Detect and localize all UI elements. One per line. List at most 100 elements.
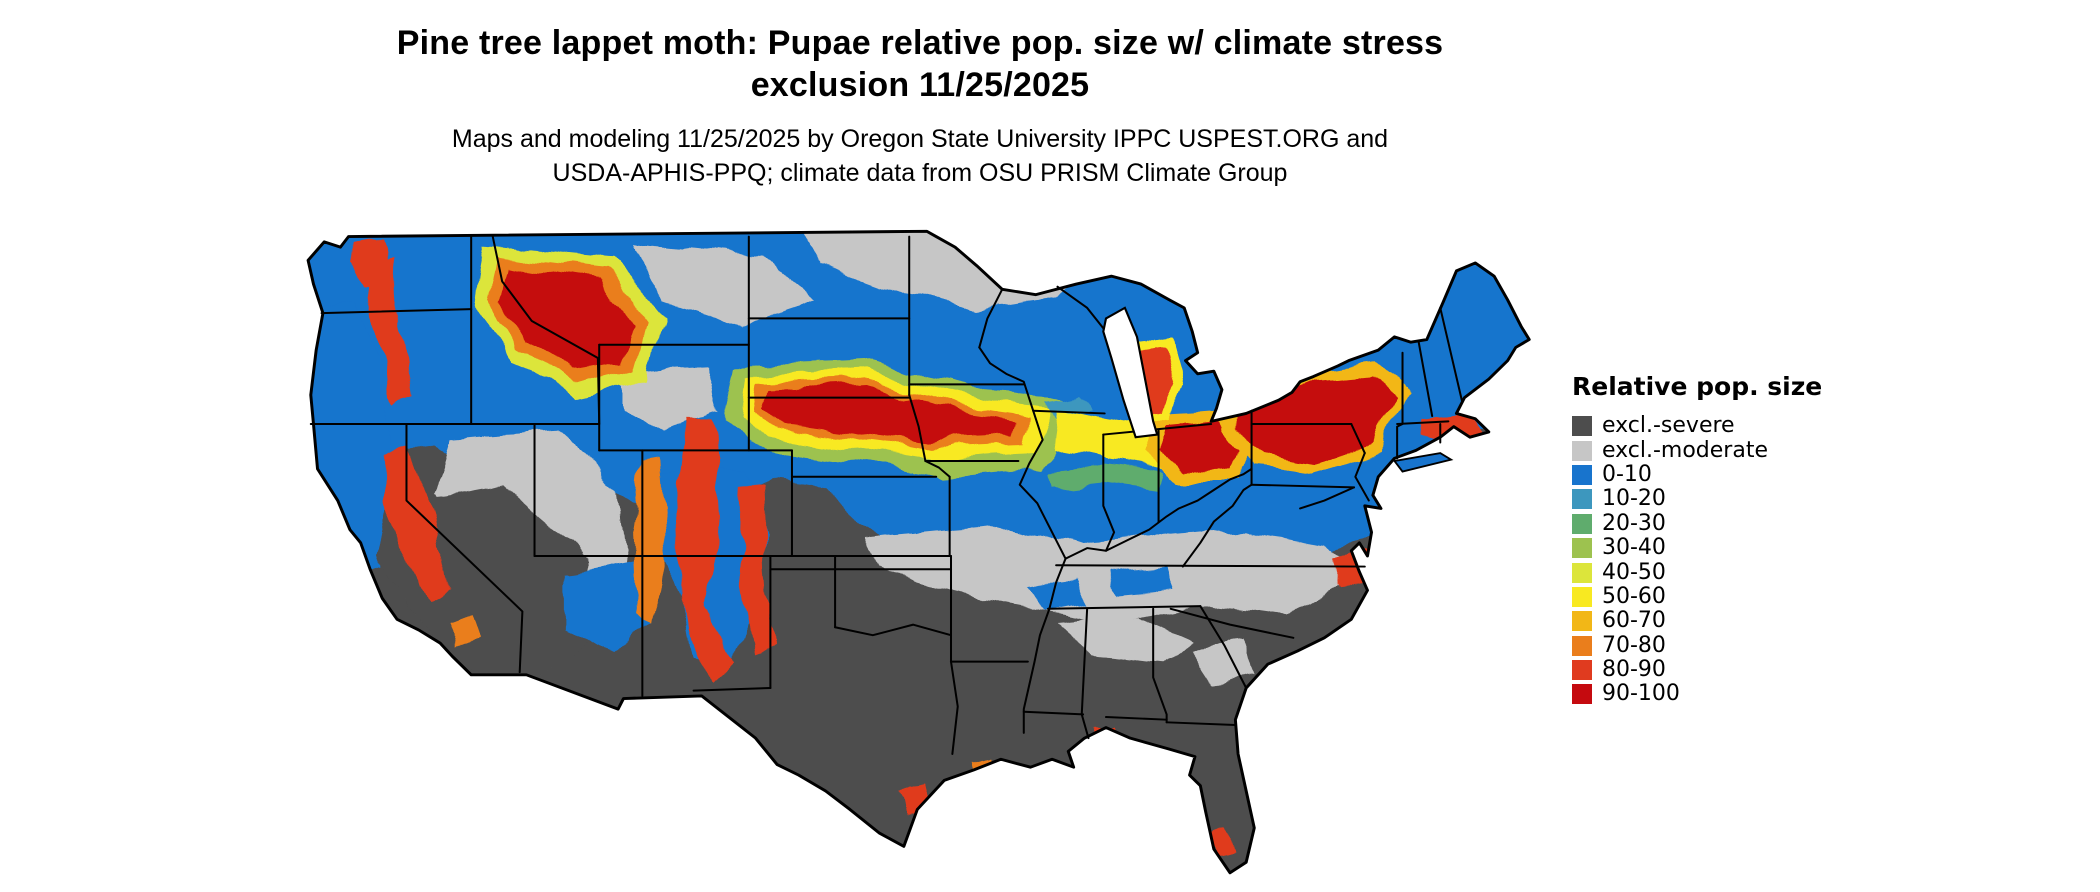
legend-swatch bbox=[1572, 586, 1592, 607]
state-border-line bbox=[692, 687, 772, 692]
map-subtitle: Maps and modeling 11/25/2025 by Oregon S… bbox=[0, 122, 1840, 190]
header: Pine tree lappet moth: Pupae relative po… bbox=[0, 22, 1840, 190]
state-border-line bbox=[1439, 306, 1463, 402]
map-region bbox=[739, 484, 775, 657]
state-border-line bbox=[1055, 564, 1366, 568]
legend-label: 60-70 bbox=[1602, 608, 1666, 634]
state-border-line bbox=[320, 308, 473, 315]
state-border-line bbox=[1199, 605, 1248, 689]
legend-label: excl.-moderate bbox=[1602, 437, 1768, 463]
map-region bbox=[442, 614, 480, 649]
legend-label: 20-30 bbox=[1602, 510, 1666, 536]
map-region bbox=[566, 558, 654, 652]
state-border-line bbox=[405, 423, 524, 674]
map-region bbox=[1049, 463, 1163, 488]
map-region bbox=[636, 244, 815, 329]
legend-entry: 30-40 bbox=[1572, 536, 1822, 560]
map-region bbox=[760, 387, 1018, 443]
state-border-line bbox=[1032, 409, 1106, 415]
map-region bbox=[863, 524, 1354, 622]
state-borders bbox=[309, 235, 1463, 755]
legend-label: excl.-severe bbox=[1602, 413, 1735, 439]
title-line-2: exclusion 11/25/2025 bbox=[750, 66, 1090, 104]
state-border-line bbox=[1102, 433, 1116, 552]
state-border-line bbox=[1396, 351, 1404, 460]
state-border-line bbox=[1047, 605, 1202, 610]
state-border-line bbox=[978, 346, 1067, 734]
state-border-line bbox=[1250, 483, 1356, 489]
long-island bbox=[1392, 452, 1454, 473]
legend-label: 90-100 bbox=[1602, 681, 1680, 707]
state-border-line bbox=[491, 235, 601, 425]
state-border-line bbox=[1354, 452, 1370, 502]
map-region bbox=[308, 302, 398, 572]
legend-entry: 10-20 bbox=[1572, 487, 1822, 511]
map-region bbox=[1049, 408, 1179, 469]
legend-label: 70-80 bbox=[1602, 632, 1666, 658]
map-region bbox=[623, 363, 721, 434]
legend-entry: 50-60 bbox=[1572, 583, 1822, 609]
state-border-line bbox=[1022, 710, 1085, 716]
legend-swatch bbox=[1572, 538, 1592, 559]
map-region bbox=[383, 447, 449, 605]
state-border-line bbox=[949, 660, 959, 755]
legend-label: 40-50 bbox=[1602, 559, 1666, 585]
state-border-line bbox=[1064, 467, 1253, 560]
legend-entry: 20-30 bbox=[1572, 510, 1822, 536]
legend-title: Relative pop. size bbox=[1572, 372, 1823, 401]
state-border-line bbox=[1056, 285, 1108, 333]
legend-label: 30-40 bbox=[1602, 535, 1666, 561]
legend-entry: excl.-severe bbox=[1572, 414, 1822, 438]
legend-swatch bbox=[1572, 562, 1592, 583]
state-border-line bbox=[834, 623, 953, 637]
map-region bbox=[1027, 579, 1085, 612]
us-map bbox=[300, 226, 1540, 886]
legend-entry: excl.-moderate bbox=[1572, 438, 1822, 462]
state-border-line bbox=[1152, 607, 1168, 724]
map-region bbox=[1054, 614, 1193, 665]
legend-swatch bbox=[1572, 416, 1592, 437]
map-region bbox=[677, 421, 734, 678]
map-region bbox=[367, 257, 415, 406]
state-border-line bbox=[1350, 423, 1366, 455]
legend-swatch bbox=[1572, 684, 1592, 705]
legend-entry: 0-10 bbox=[1572, 461, 1822, 487]
state-border-line bbox=[978, 288, 1004, 349]
map-region bbox=[1192, 640, 1260, 683]
legend-label: 0-10 bbox=[1602, 461, 1652, 487]
legend: Relative pop. size excl.-severe excl.-mod… bbox=[1572, 372, 1822, 707]
legend-swatch bbox=[1572, 660, 1592, 681]
state-border-line bbox=[908, 393, 927, 462]
legend-swatch bbox=[1572, 440, 1592, 461]
legend-entry: 60-70 bbox=[1572, 609, 1822, 633]
legend-label: 80-90 bbox=[1602, 657, 1666, 683]
subtitle-line-2: USDA-APHIS-PPQ; climate data from OSU PR… bbox=[552, 159, 1288, 187]
legend-label: 50-60 bbox=[1602, 583, 1666, 609]
state-border-line bbox=[1181, 483, 1253, 568]
us-outline bbox=[306, 229, 1531, 875]
map-title: Pine tree lappet moth: Pupae relative po… bbox=[0, 22, 1840, 106]
state-border-line bbox=[1299, 486, 1356, 510]
legend-entry: 80-90 bbox=[1572, 658, 1822, 682]
state-border-line bbox=[924, 459, 951, 478]
title-line-1: Pine tree lappet moth: Pupae relative po… bbox=[396, 24, 1444, 62]
state-border-line bbox=[1417, 341, 1434, 418]
state-border-line bbox=[1102, 423, 1213, 436]
legend-swatch bbox=[1572, 513, 1592, 534]
state-border-line bbox=[1165, 721, 1237, 726]
legend-entry: 40-50 bbox=[1572, 560, 1822, 584]
legend-entries: excl.-severe excl.-moderate 0-10 10-20 20-30… bbox=[1572, 414, 1822, 707]
legend-swatch bbox=[1572, 611, 1592, 632]
lake-michigan bbox=[1102, 306, 1159, 439]
legend-swatch bbox=[1572, 635, 1592, 656]
legend-label: 10-20 bbox=[1602, 486, 1666, 512]
state-border-line bbox=[1396, 420, 1450, 425]
map-region bbox=[631, 458, 668, 625]
us-map-svg bbox=[306, 229, 1531, 875]
legend-entry: 70-80 bbox=[1572, 632, 1822, 658]
legend-swatch bbox=[1572, 464, 1592, 485]
map-region bbox=[348, 239, 389, 287]
map-region bbox=[1108, 569, 1174, 596]
state-border-line bbox=[1169, 607, 1295, 639]
